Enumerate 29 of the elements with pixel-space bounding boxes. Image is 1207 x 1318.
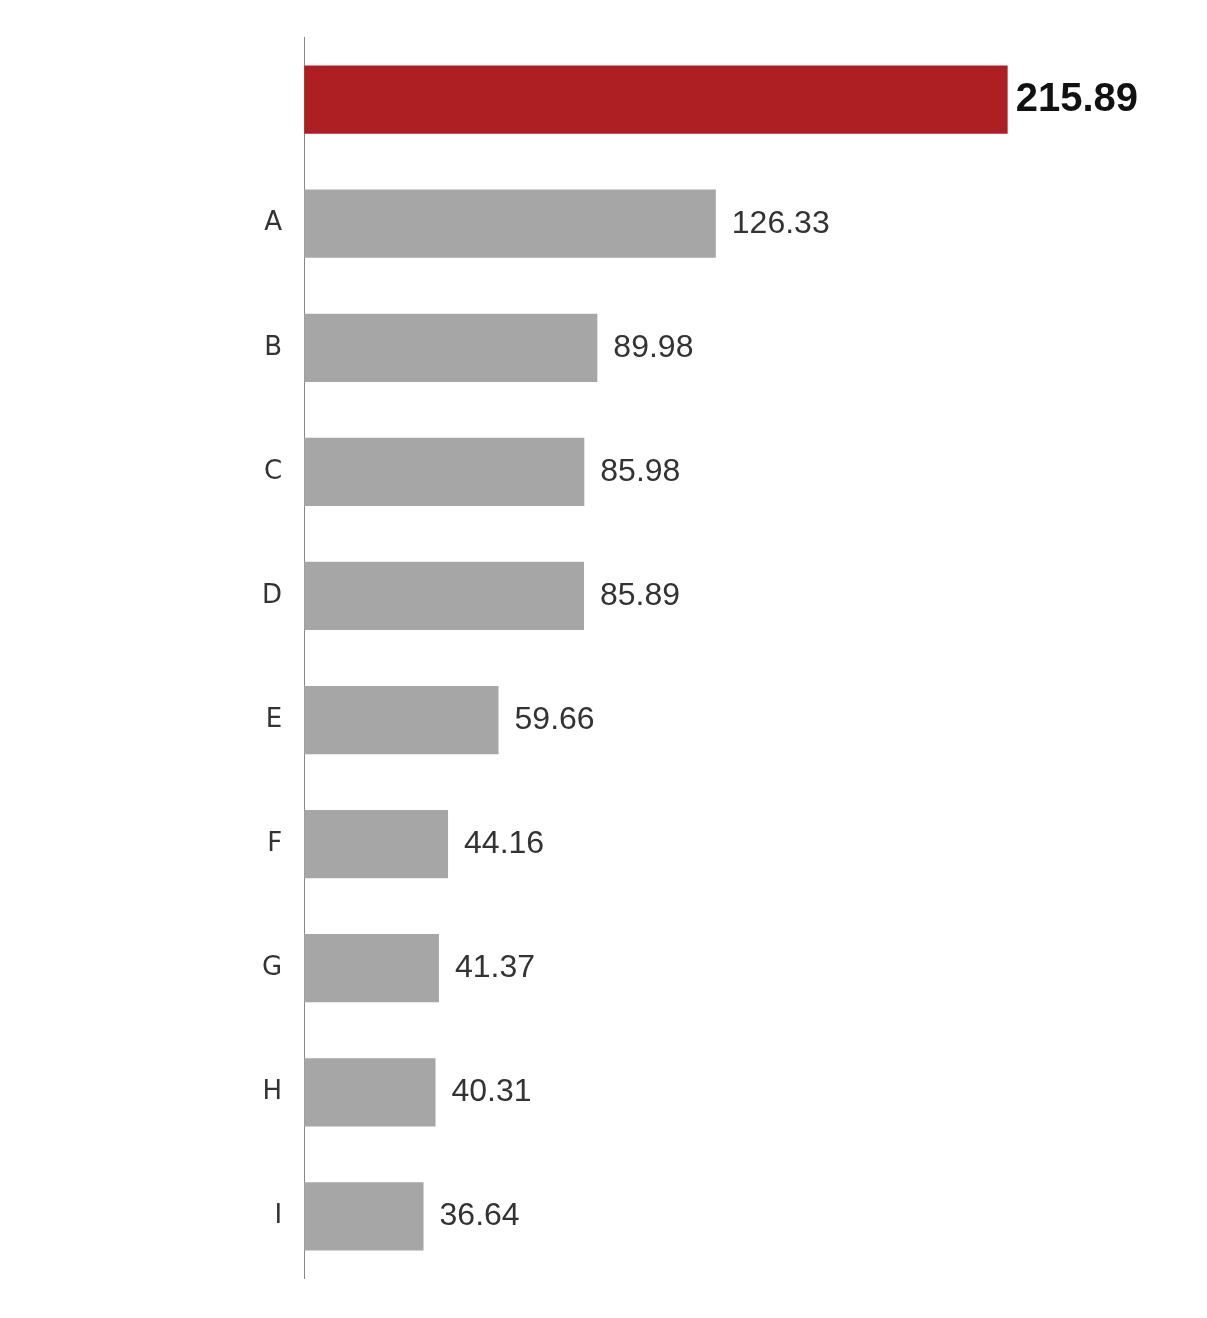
data-label: 126.33 xyxy=(731,203,830,240)
bar xyxy=(304,437,585,506)
data-label: 85.89 xyxy=(600,575,681,612)
bar xyxy=(304,1058,436,1127)
y-tick-label: G xyxy=(261,950,283,981)
y-tick-label: E xyxy=(265,702,283,733)
bar xyxy=(304,1182,424,1251)
data-label: 41.37 xyxy=(454,948,536,985)
data-label: 59.66 xyxy=(514,699,595,736)
data-label: 44.16 xyxy=(464,823,545,860)
data-label: 85.98 xyxy=(600,451,681,488)
bar xyxy=(304,189,716,258)
bar xyxy=(304,561,585,631)
bar xyxy=(304,810,449,879)
data-label: 40.31 xyxy=(451,1072,532,1109)
y-tick-label: B xyxy=(264,330,283,361)
y-tick-label: H xyxy=(262,1075,283,1106)
y-tick-label: I xyxy=(274,1199,283,1230)
y-tick-label: A xyxy=(264,206,283,237)
bar xyxy=(304,313,598,382)
data-label: 215.89 xyxy=(1015,74,1138,119)
bar xyxy=(304,65,1008,134)
data-label: 89.98 xyxy=(613,327,694,364)
bar xyxy=(304,685,499,755)
y-tick-label: C xyxy=(263,454,283,485)
bar xyxy=(304,934,439,1003)
y-tick-label: D xyxy=(262,578,283,609)
y-tick-label: F xyxy=(267,826,283,857)
data-label: 36.64 xyxy=(439,1196,520,1233)
